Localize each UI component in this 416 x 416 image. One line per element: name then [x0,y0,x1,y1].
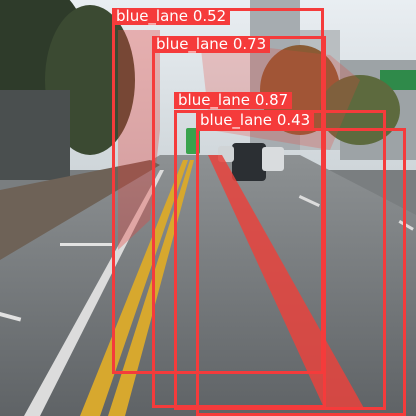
detection-label: blue_lane 0.52 [112,7,231,25]
detection-box [196,128,406,416]
detection-class: blue_lane [200,111,273,129]
detection-score: 0.52 [192,7,227,25]
detection-score: 0.87 [254,91,289,109]
detection-class: blue_lane [156,35,229,53]
detection-box [174,110,386,410]
detection-score: 0.43 [276,111,311,129]
detection-label: blue_lane 0.87 [174,91,293,109]
detection-label: blue_lane 0.73 [152,35,271,53]
detection-class: blue_lane [178,91,251,109]
detection-label: blue_lane 0.43 [196,111,315,129]
detection-score: 0.73 [232,35,267,53]
detection-class: blue_lane [116,7,189,25]
